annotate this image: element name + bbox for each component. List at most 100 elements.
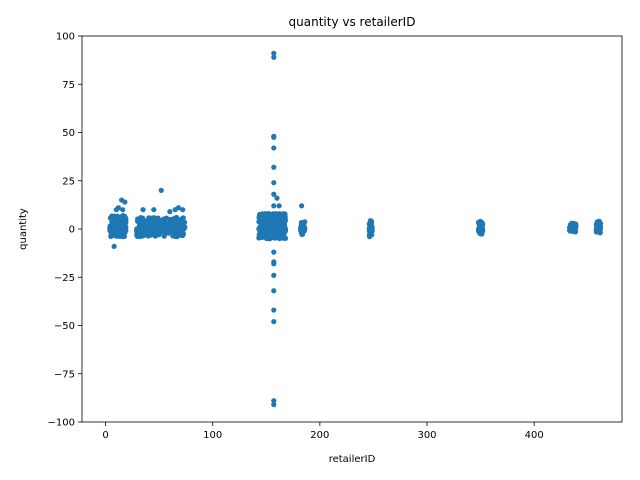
y-tick-label: 75: [62, 80, 75, 91]
data-point: [116, 219, 122, 226]
data-point: [161, 233, 167, 239]
data-point: [175, 205, 182, 211]
data-point: [299, 203, 305, 209]
data-point: [270, 228, 277, 234]
data-point: [271, 54, 277, 60]
data-point: [274, 195, 280, 201]
data-point: [134, 226, 140, 232]
data-point: [160, 221, 166, 228]
data-point: [158, 187, 164, 193]
data-point: [109, 228, 115, 234]
x-axis: 0 100 200 300 400: [102, 422, 544, 441]
data-point: [267, 234, 273, 240]
data-point: [367, 226, 373, 232]
data-point: [277, 230, 284, 237]
data-point: [276, 203, 282, 209]
data-point: [167, 209, 173, 215]
data-point: [279, 224, 286, 230]
data-point: [368, 218, 374, 224]
data-point: [479, 231, 485, 237]
data-point: [271, 164, 277, 170]
y-tick-label: 25: [62, 176, 75, 187]
data-point: [266, 211, 273, 218]
x-tick-label: 400: [525, 430, 544, 441]
y-axis: −100 −75 −50 −25 0 25 50 75 100: [48, 32, 82, 429]
x-axis-label: retailerID: [329, 454, 376, 465]
data-point: [260, 233, 266, 239]
data-point: [298, 219, 305, 226]
data-point: [122, 199, 128, 205]
data-point: [596, 226, 602, 232]
data-point: [479, 219, 485, 225]
data-point: [170, 233, 176, 239]
data-point: [271, 145, 277, 151]
data-point: [115, 226, 121, 232]
data-point: [145, 224, 152, 230]
data-point: [282, 217, 289, 224]
data-point: [122, 222, 128, 228]
data-point: [272, 224, 279, 230]
y-tick-label: −50: [54, 321, 75, 332]
data-point: [180, 207, 186, 213]
data-point: [271, 180, 277, 186]
data-point: [120, 207, 126, 213]
data-point: [176, 218, 182, 224]
data-point: [137, 233, 143, 240]
chart-title: quantity vs retailerID: [289, 15, 416, 29]
data-point: [277, 214, 283, 220]
y-axis-label: quantity: [18, 208, 29, 250]
data-point: [271, 191, 277, 197]
data-point: [271, 288, 277, 294]
data-point: [138, 225, 144, 231]
data-point: [271, 203, 277, 209]
data-point: [298, 228, 304, 234]
x-tick-label: 100: [203, 430, 222, 441]
data-point: [273, 212, 279, 218]
x-tick-label: 300: [417, 430, 436, 441]
data-point: [567, 228, 573, 234]
data-point: [271, 398, 277, 404]
points-layer: [107, 50, 604, 408]
data-point: [172, 215, 178, 221]
data-point: [281, 234, 287, 240]
y-tick-label: 0: [69, 225, 75, 236]
y-tick-label: −100: [48, 418, 75, 429]
data-point: [271, 50, 277, 56]
data-point: [176, 224, 182, 230]
data-point: [271, 319, 277, 325]
data-point: [151, 207, 157, 213]
data-point: [168, 217, 174, 223]
x-tick-label: 0: [102, 430, 108, 441]
data-point: [109, 214, 115, 220]
x-tick-label: 200: [310, 430, 329, 441]
data-point: [257, 224, 263, 230]
data-point: [150, 228, 156, 234]
data-point: [271, 134, 277, 140]
data-point: [145, 228, 151, 234]
y-tick-label: 50: [62, 128, 75, 139]
data-point: [271, 261, 277, 267]
data-point: [111, 243, 117, 249]
data-point: [262, 222, 269, 229]
data-point: [275, 220, 282, 226]
y-tick-label: 100: [56, 32, 75, 43]
data-point: [108, 233, 114, 240]
data-point: [271, 249, 277, 255]
data-point: [271, 272, 277, 278]
data-point: [139, 218, 145, 224]
data-point: [158, 228, 164, 234]
data-point: [140, 207, 146, 213]
data-point: [169, 228, 175, 234]
y-tick-label: −25: [54, 273, 75, 284]
data-point: [271, 307, 277, 313]
data-point: [115, 205, 122, 211]
data-point: [573, 224, 579, 230]
data-point: [117, 215, 123, 221]
y-tick-label: −75: [54, 369, 75, 380]
data-point: [271, 402, 277, 408]
data-point: [264, 215, 270, 222]
data-point: [151, 215, 157, 221]
data-point: [156, 220, 162, 226]
